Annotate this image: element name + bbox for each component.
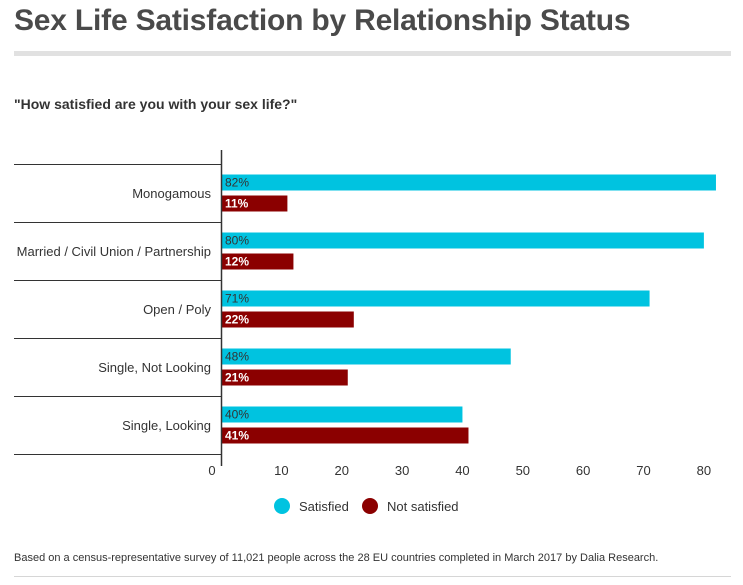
category-label: Open / Poly (143, 302, 211, 317)
data-label: 41% (225, 429, 249, 443)
bar-not-satisfied (221, 195, 288, 212)
data-label: 48% (225, 350, 249, 364)
data-label: 40% (225, 408, 249, 422)
bar-satisfied (221, 348, 511, 365)
category-label: Monogamous (132, 186, 211, 201)
bar-satisfied (221, 174, 716, 191)
footer-divider (14, 576, 731, 577)
category-label: Married / Civil Union / Partnership (17, 244, 211, 259)
legend-label: Satisfied (299, 499, 349, 514)
x-tick-label: 80 (697, 463, 711, 478)
category-label: Single, Not Looking (98, 360, 211, 375)
title-divider (14, 51, 731, 56)
data-label: 11% (225, 197, 249, 211)
x-tick-label: 70 (636, 463, 650, 478)
bar-not-satisfied (221, 253, 294, 270)
legend-label: Not satisfied (387, 499, 459, 514)
bar-satisfied (221, 290, 650, 307)
data-label: 82% (225, 176, 249, 190)
bar-satisfied (221, 406, 463, 423)
data-label: 21% (225, 371, 249, 385)
bar-not-satisfied (221, 369, 348, 386)
bar-not-satisfied (221, 311, 354, 328)
bar-not-satisfied (221, 427, 469, 444)
data-label: 12% (225, 255, 249, 269)
x-tick-label: 50 (516, 463, 530, 478)
x-tick-label: 10 (274, 463, 288, 478)
bar-chart: Monogamous 82% 11% Married / Civil Union / … (14, 150, 716, 514)
x-tick-label: 40 (455, 463, 469, 478)
data-label: 71% (225, 292, 249, 306)
x-tick-label: 60 (576, 463, 590, 478)
data-label: 22% (225, 313, 249, 327)
category-label: Single, Looking (122, 418, 211, 433)
chart-title: Sex Life Satisfaction by Relationship St… (14, 4, 631, 37)
x-tick-label: 0 (208, 463, 215, 478)
data-label: 80% (225, 234, 249, 248)
x-tick-label: 20 (334, 463, 348, 478)
legend-marker-not-satisfied (362, 498, 378, 514)
source-footnote: Based on a census-representative survey … (14, 552, 659, 564)
bar-satisfied (221, 232, 704, 249)
chart-subtitle: "How satisfied are you with your sex lif… (14, 96, 298, 112)
x-tick-label: 30 (395, 463, 409, 478)
legend-marker-satisfied (274, 498, 290, 514)
